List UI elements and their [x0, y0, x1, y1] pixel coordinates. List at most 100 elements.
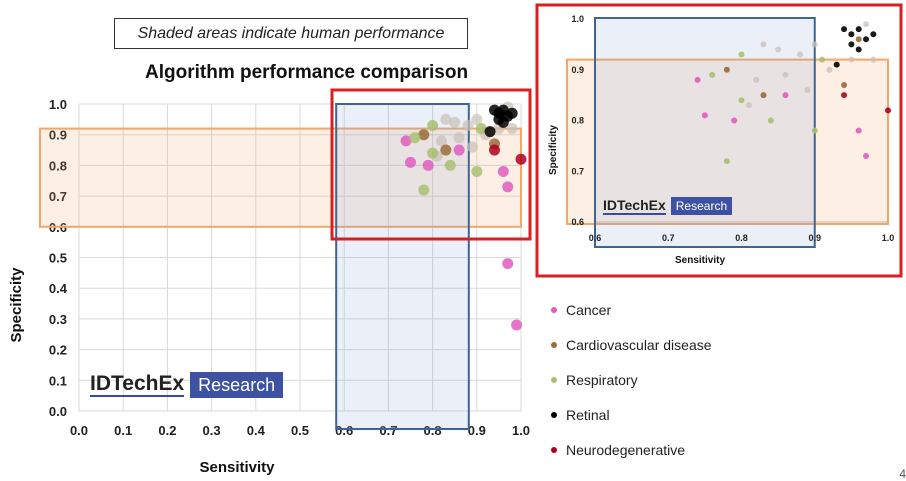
shading-note: Shaded areas indicate human performance — [114, 18, 468, 49]
x-tick-label: 0.7 — [379, 423, 397, 438]
inset-data-point — [701, 112, 708, 119]
x-tick-label: 0.0 — [70, 423, 88, 438]
x-tick-label: 0.9 — [468, 423, 486, 438]
x-axis-title: Sensitivity — [199, 459, 275, 476]
y-tick-label: 1.0 — [49, 97, 67, 112]
data-point — [497, 116, 509, 128]
data-point — [418, 129, 430, 141]
legend-item-neurodegenerative: Neurodegenerative — [551, 432, 712, 467]
inset-data-point-unclassified — [760, 41, 767, 48]
inset-data-point — [819, 56, 826, 63]
y-tick-label: 0.0 — [49, 404, 67, 419]
inset-data-point — [760, 92, 767, 99]
inset-data-point — [855, 26, 862, 33]
legend-item-cancer: Cancer — [551, 292, 712, 327]
inset-data-point-unclassified — [753, 76, 760, 83]
legend-marker — [551, 376, 557, 383]
inset-data-point-unclassified — [797, 51, 804, 58]
inset-data-point — [841, 26, 848, 33]
legend-item-respiratory: Respiratory — [551, 362, 712, 397]
legend-item-retinal: Retinal — [551, 397, 712, 432]
data-point — [475, 123, 487, 135]
data-point — [418, 184, 430, 196]
data-point — [453, 144, 465, 156]
inset-data-point — [855, 127, 862, 134]
inset-data-point — [709, 71, 716, 78]
x-tick-label: 1.0 — [512, 423, 530, 438]
inset-frame — [535, 3, 903, 278]
x-tick-label: 0.4 — [247, 423, 266, 438]
data-point-unclassified — [471, 113, 483, 125]
inset-data-point — [863, 36, 870, 43]
data-point-unclassified — [449, 116, 461, 128]
inset-human-specificity-region — [566, 58, 889, 225]
data-point — [471, 166, 483, 178]
data-point — [405, 156, 416, 168]
data-point — [502, 181, 514, 193]
inset-data-point — [738, 97, 745, 104]
inset-data-point-unclassified — [811, 41, 818, 48]
inset-data-point — [848, 31, 855, 38]
y-tick-label: 0.2 — [49, 343, 67, 358]
zoom-frame — [330, 88, 532, 241]
inset-data-point — [855, 46, 862, 53]
inset-x-tick-label: 0.8 — [735, 233, 748, 243]
x-tick-label: 0.3 — [203, 423, 221, 438]
data-point-unclassified — [435, 135, 447, 147]
y-tick-label: 0.3 — [49, 312, 67, 327]
watermark-inset-tag: Research — [670, 197, 733, 215]
inset-data-point — [848, 41, 855, 48]
inset-data-point — [723, 66, 730, 73]
y-tick-label: 0.1 — [49, 373, 67, 388]
data-point-unclassified — [440, 113, 452, 125]
inset-x-tick-label: 1.0 — [882, 233, 895, 243]
watermark-brand: IDTechEx — [90, 372, 185, 397]
data-point-unclassified — [466, 141, 478, 153]
inset-data-point — [731, 117, 738, 124]
inset-y-tick-label: 0.7 — [571, 166, 584, 176]
inset-data-point-unclassified — [745, 102, 752, 109]
y-tick-label: 0.8 — [49, 158, 67, 173]
legend-label: Retinal — [566, 406, 610, 423]
data-point — [497, 166, 509, 178]
legend-marker — [551, 341, 557, 348]
inset-data-point — [782, 92, 789, 99]
inset-data-point-unclassified — [804, 87, 811, 94]
data-point — [422, 159, 434, 171]
y-tick-label: 0.4 — [49, 281, 68, 296]
data-point — [409, 132, 421, 144]
inset-y-tick-label: 0.9 — [571, 65, 584, 75]
data-point — [488, 104, 500, 116]
legend-marker — [551, 411, 557, 418]
inset-data-point — [863, 153, 870, 160]
legend: Cancer Cardiovascular disease Respirator… — [551, 292, 712, 467]
data-point-unclassified — [453, 132, 465, 144]
legend-marker — [551, 306, 557, 313]
inset-y-axis-title: Specificity — [548, 125, 559, 175]
inset-y-tick-label: 0.6 — [571, 217, 584, 227]
inset-data-point-unclassified — [826, 66, 833, 73]
data-point — [506, 107, 518, 119]
y-tick-label: 0.7 — [49, 189, 67, 204]
x-tick-label: 0.6 — [335, 423, 353, 438]
inset-data-point-unclassified — [782, 71, 789, 78]
data-point — [511, 319, 523, 331]
data-point-unclassified — [462, 119, 474, 131]
data-point — [488, 144, 500, 156]
data-point — [444, 159, 456, 171]
x-tick-label: 0.8 — [424, 423, 442, 438]
legend-label: Cardiovascular disease — [566, 336, 712, 353]
page-number: 4 — [899, 467, 906, 481]
data-point — [427, 147, 439, 159]
data-point — [400, 135, 412, 147]
inset-data-point — [870, 31, 877, 38]
legend-label: Cancer — [566, 301, 612, 318]
inset-data-point-unclassified — [848, 56, 855, 63]
legend-label: Respiratory — [566, 371, 638, 388]
inset-data-point — [833, 61, 840, 68]
legend-marker — [551, 446, 557, 453]
inset-data-point — [738, 51, 745, 58]
inset-x-tick-label: 0.7 — [662, 233, 675, 243]
watermark-main: IDTechEx Research — [90, 372, 284, 398]
